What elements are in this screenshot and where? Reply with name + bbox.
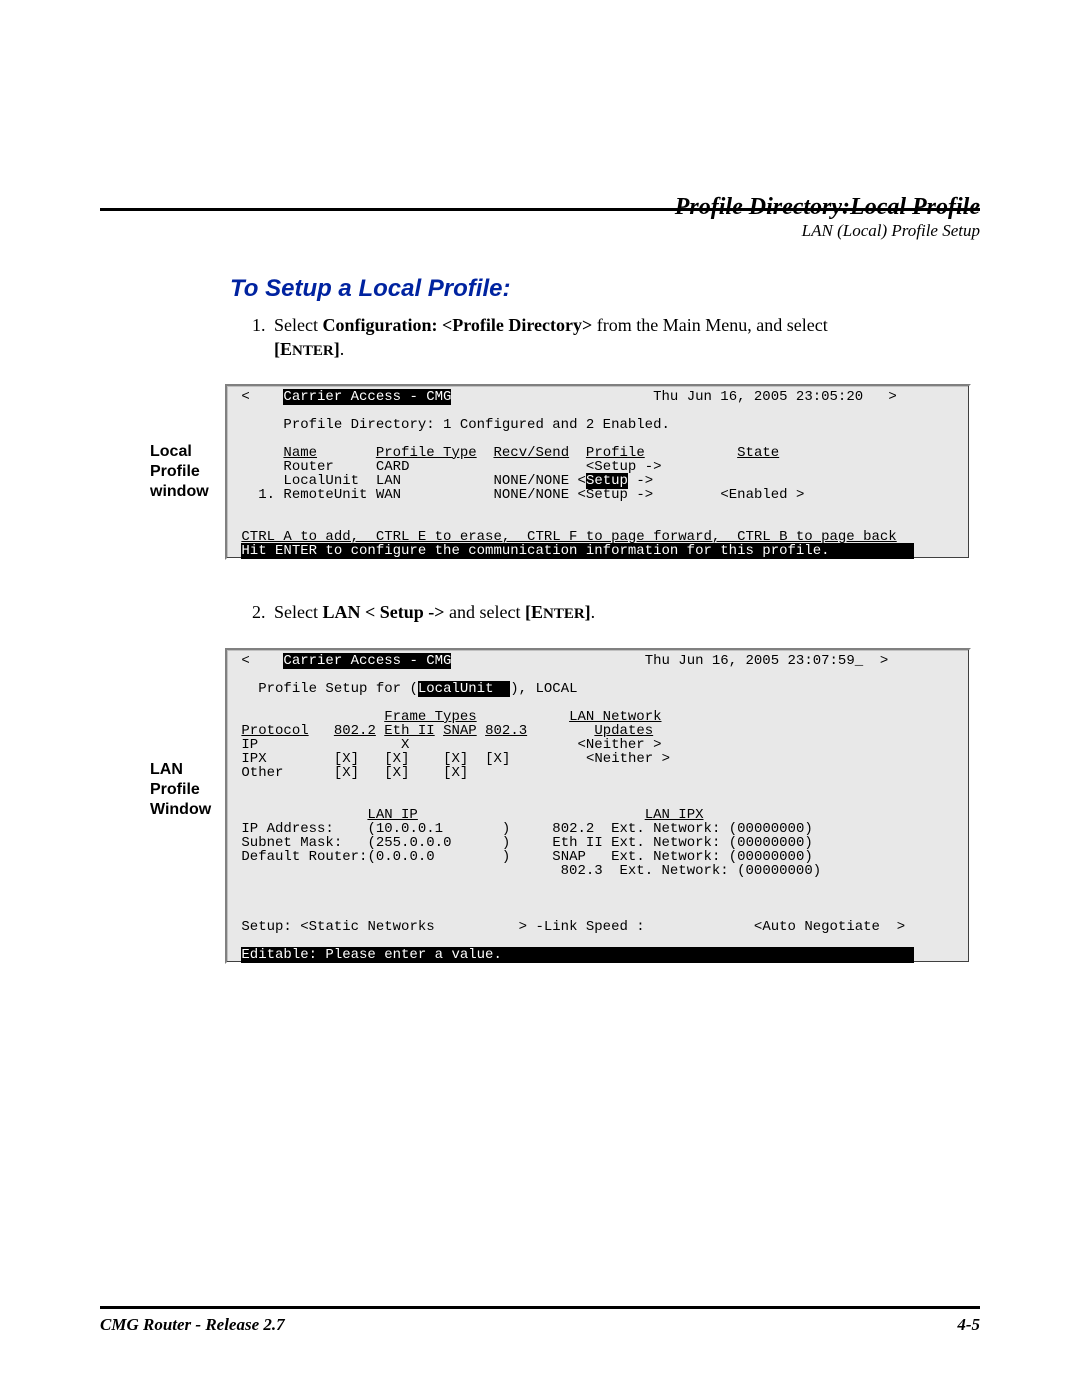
- step-1-tail: .: [340, 339, 345, 359]
- t2-setup-label: Setup:: [241, 919, 291, 935]
- t2-profile-post: ), LOCAL: [510, 681, 577, 697]
- t1-timestamp: Thu Jun 16, 2005 23:05:20: [653, 389, 863, 405]
- step-2: 2.Select LAN < Setup -> and select [ENTE…: [274, 600, 980, 624]
- step-1-enter-sc: NTER: [292, 343, 334, 359]
- t1-col-rs: Recv/Send: [493, 445, 569, 461]
- t2-r1-c4: [X]: [485, 751, 510, 767]
- t1-row2-name: 1. RemoteUnit: [258, 487, 367, 503]
- footer-left: CMG Router - Release 2.7: [100, 1315, 285, 1334]
- t2-ipx3-val: (00000000): [737, 863, 821, 879]
- t2-setup-mid: > -Link Speed :: [519, 919, 645, 935]
- t2-r1-updates: <Neither >: [586, 751, 670, 767]
- t2-r2-c3: [X]: [443, 765, 468, 781]
- t2-footer-hint: Editable: Please enter a value.: [241, 947, 913, 963]
- t2-ipx3-lbl: Ext. Network:: [619, 863, 728, 879]
- t2-col-c3: SNAP: [443, 723, 477, 739]
- t2-dr-close: ): [502, 849, 510, 865]
- t1-row2-profile: <Setup ->: [578, 487, 654, 503]
- t2-col-c4: 802.3: [485, 723, 527, 739]
- t2-profile-name[interactable]: LocalUnit: [418, 681, 510, 697]
- t1-app-title: Carrier Access - CMG: [283, 389, 451, 405]
- step-1-bold: Configuration: <Profile Directory>: [322, 315, 592, 335]
- t2-ipx3-ft: 802.3: [561, 863, 603, 879]
- header-subtitle: LAN (Local) Profile Setup: [280, 221, 980, 241]
- t2-dr-label: Default Router:: [241, 849, 367, 865]
- step-1-enter-open: [E: [274, 339, 292, 359]
- t2-app-title: Carrier Access - CMG: [283, 653, 451, 669]
- t1-directory-line: Profile Directory: 1 Configured and 2 En…: [283, 417, 669, 433]
- step-1-mid: from the Main Menu, and select: [592, 315, 827, 335]
- step-1: 1.Select Configuration: <Profile Directo…: [274, 313, 980, 362]
- step-2-mid: and select: [445, 602, 525, 622]
- t2-profile-pre: Profile Setup for (: [258, 681, 418, 697]
- t1-row2-state: <Enabled >: [720, 487, 804, 503]
- step-2-pre: Select: [274, 602, 322, 622]
- t2-r2-c2: [X]: [384, 765, 409, 781]
- footer-right: 4-5: [957, 1315, 980, 1335]
- terminal-2-content: < Carrier Access - CMG Thu Jun 16, 2005 …: [227, 650, 969, 962]
- figure-1-label: LocalProfilewindow: [150, 442, 218, 502]
- t2-r2-c1: [X]: [334, 765, 359, 781]
- figure-2-label: LANProfileWindow: [150, 760, 218, 820]
- t2-timestamp: Thu Jun 16, 2005 23:07:59_: [645, 653, 863, 669]
- step-2-enter-open: [E: [525, 602, 543, 622]
- step-2-tail: .: [591, 602, 596, 622]
- figure-2: LANProfileWindow < Carrier Access - CMG …: [160, 648, 980, 964]
- terminal-1: < Carrier Access - CMG Thu Jun 16, 2005 …: [225, 384, 971, 560]
- t1-hint2: Hit ENTER to configure the communication…: [241, 543, 913, 559]
- step-2-bold: LAN < Setup ->: [322, 602, 444, 622]
- t1-row2-ptype: WAN: [376, 487, 401, 503]
- page-header: Profile Directory:Local Profile LAN (Loc…: [280, 195, 980, 241]
- step-2-number: 2.: [252, 600, 274, 624]
- step-2-enter-sc: NTER: [543, 606, 585, 622]
- t2-col-c1: 802.2: [334, 723, 376, 739]
- footer-rule: [100, 1306, 980, 1309]
- t1-row2-rs: NONE/NONE: [493, 487, 569, 503]
- terminal-1-content: < Carrier Access - CMG Thu Jun 16, 2005 …: [227, 386, 969, 558]
- header-title: Profile Directory:Local Profile: [280, 195, 980, 219]
- t2-setup-opt: <Static Networks: [300, 919, 434, 935]
- t2-setup-val: <Auto Negotiate >: [754, 919, 905, 935]
- t2-col-c2: Eth II: [384, 723, 434, 739]
- section-heading: To Setup a Local Profile:: [230, 275, 980, 303]
- step-1-number: 1.: [252, 313, 274, 337]
- page-footer: CMG Router - Release 2.7 4-5: [100, 1315, 980, 1335]
- step-1-pre: Select: [274, 315, 322, 335]
- figure-1: LocalProfilewindow < Carrier Access - CM…: [160, 384, 980, 560]
- t1-col-state: State: [737, 445, 779, 461]
- terminal-2: < Carrier Access - CMG Thu Jun 16, 2005 …: [225, 648, 971, 964]
- t2-dr-val: (0.0.0.0: [367, 849, 434, 865]
- t2-r2-proto: Other: [241, 765, 283, 781]
